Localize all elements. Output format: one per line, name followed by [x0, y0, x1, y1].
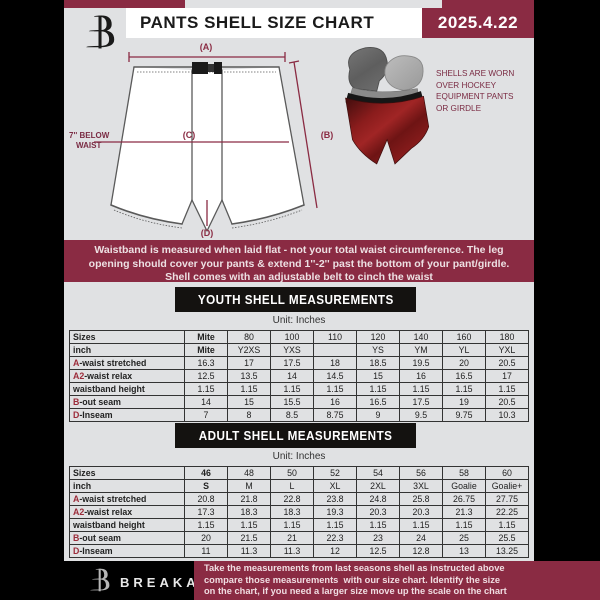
svg-text:(D): (D)	[201, 228, 214, 238]
svg-text:(B): (B)	[321, 130, 334, 140]
svg-text:(A): (A)	[200, 42, 213, 52]
svg-text:(C): (C)	[183, 130, 196, 140]
svg-text:7'' BELOW: 7'' BELOW	[69, 131, 110, 140]
svg-text:WAIST: WAIST	[76, 141, 101, 150]
